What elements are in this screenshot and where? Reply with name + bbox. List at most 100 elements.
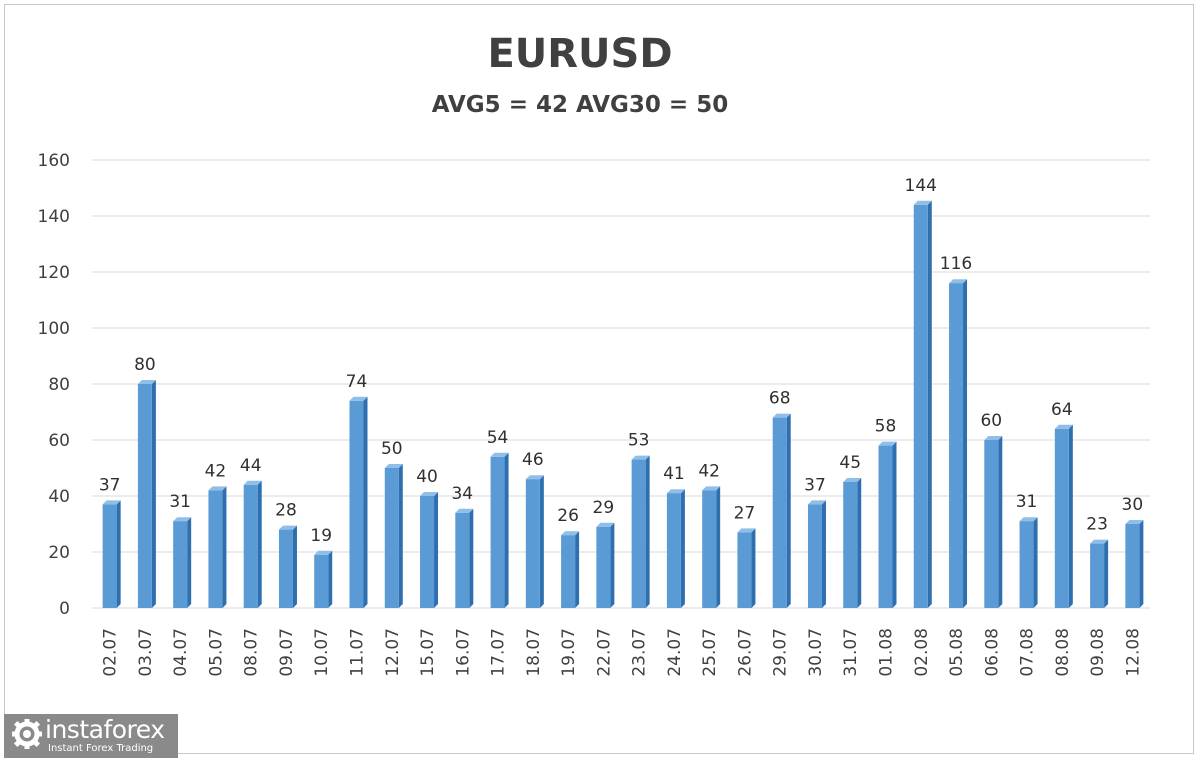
bar (737, 532, 752, 608)
bar (913, 204, 928, 609)
bar-top (137, 380, 156, 384)
data-label: 44 (240, 456, 262, 476)
data-label: 80 (134, 355, 156, 375)
data-label: 50 (381, 439, 403, 459)
bar (843, 482, 858, 608)
bar-top (349, 396, 368, 401)
x-tick-label: 24.07 (665, 628, 685, 677)
bar (1125, 524, 1140, 608)
bar-top (384, 464, 403, 468)
bar-side (292, 525, 297, 608)
watermark-name: instaforex (45, 715, 165, 744)
bar (561, 535, 576, 608)
bar-side (116, 500, 121, 608)
data-label: 28 (275, 501, 297, 521)
bar-side (187, 517, 192, 608)
bar (102, 504, 117, 608)
x-tick-label: 19.07 (559, 628, 579, 677)
data-label: 42 (205, 461, 227, 481)
y-tick-label: 80 (48, 375, 70, 395)
bar-side (927, 200, 932, 609)
bar-top (1054, 424, 1073, 429)
bar (420, 496, 435, 608)
bar-side (151, 380, 156, 608)
x-tick-label: 02.08 (912, 628, 932, 677)
bar-top (208, 486, 227, 491)
bar (878, 445, 893, 608)
bar-side (257, 480, 262, 608)
data-label: 34 (451, 484, 473, 504)
bar (631, 459, 646, 608)
bar-top (314, 550, 333, 555)
y-tick-label: 20 (48, 543, 70, 563)
bar-side (222, 486, 227, 608)
bar-side (363, 396, 368, 608)
x-tick-label: 26.07 (735, 628, 755, 677)
x-tick-label: 25.07 (700, 628, 720, 677)
data-label: 30 (1122, 495, 1144, 515)
bar-top (1125, 520, 1144, 524)
bar-top (420, 492, 439, 496)
y-tick-label: 0 (59, 599, 70, 619)
bar-top (807, 500, 826, 505)
bar (525, 479, 540, 608)
data-label: 37 (99, 475, 121, 495)
x-tick-label: 05.07 (206, 628, 226, 677)
x-tick-label: 15.07 (418, 628, 438, 677)
gridlines (92, 159, 1150, 609)
x-tick-label: 08.07 (242, 628, 262, 677)
chart-title: EURUSD (487, 31, 672, 77)
bar (243, 484, 258, 608)
data-label: 23 (1086, 515, 1108, 535)
data-label: 46 (522, 450, 544, 470)
bar-top (984, 436, 1003, 440)
bar-top (102, 500, 121, 505)
x-tick-label: 04.07 (171, 628, 191, 677)
data-label: 116 (940, 254, 972, 274)
x-tick-label: 02.07 (101, 628, 121, 677)
y-tick-label: 60 (48, 431, 70, 451)
chart-frame (4, 4, 1194, 754)
bar (772, 417, 787, 608)
chart-subtitle: AVG5 = 42 AVG30 = 50 (432, 92, 728, 118)
bar-top (525, 475, 544, 480)
bar-side (821, 500, 826, 608)
bar-top (278, 525, 297, 530)
bar (137, 384, 152, 608)
data-label: 31 (1016, 492, 1038, 512)
x-tick-label: 03.07 (136, 628, 156, 677)
bar-top (490, 452, 509, 457)
x-tick-label: 29.07 (771, 628, 791, 677)
x-tick-label: 09.08 (1088, 628, 1108, 677)
data-label: 41 (663, 464, 685, 484)
bar (208, 490, 223, 608)
x-tick-label: 07.08 (1018, 628, 1038, 677)
data-label: 31 (169, 492, 191, 512)
data-label: 144 (905, 176, 937, 196)
x-tick-label: 22.07 (594, 628, 614, 677)
bar (596, 526, 611, 608)
data-label: 64 (1051, 400, 1073, 420)
bar-side (1033, 517, 1038, 608)
x-tick-label: 05.08 (947, 628, 967, 677)
bar (1090, 543, 1105, 608)
bar-side (892, 441, 897, 608)
y-tick-label: 140 (38, 207, 70, 227)
x-tick-label: 17.07 (489, 628, 509, 677)
bar-side (434, 492, 439, 608)
data-label: 45 (839, 453, 861, 473)
bar-top (631, 455, 650, 460)
bar (173, 521, 188, 608)
x-tick-label: 09.07 (277, 628, 297, 677)
bar-side (539, 475, 544, 608)
data-label: 58 (875, 417, 897, 437)
bar-side (716, 486, 721, 608)
bar-top (772, 413, 791, 418)
bar-side (998, 436, 1003, 608)
bar-side (786, 413, 791, 608)
bar-top (455, 508, 474, 513)
bar (349, 400, 364, 608)
x-tick-label: 30.07 (806, 628, 826, 677)
x-tick-label: 18.07 (524, 628, 544, 677)
